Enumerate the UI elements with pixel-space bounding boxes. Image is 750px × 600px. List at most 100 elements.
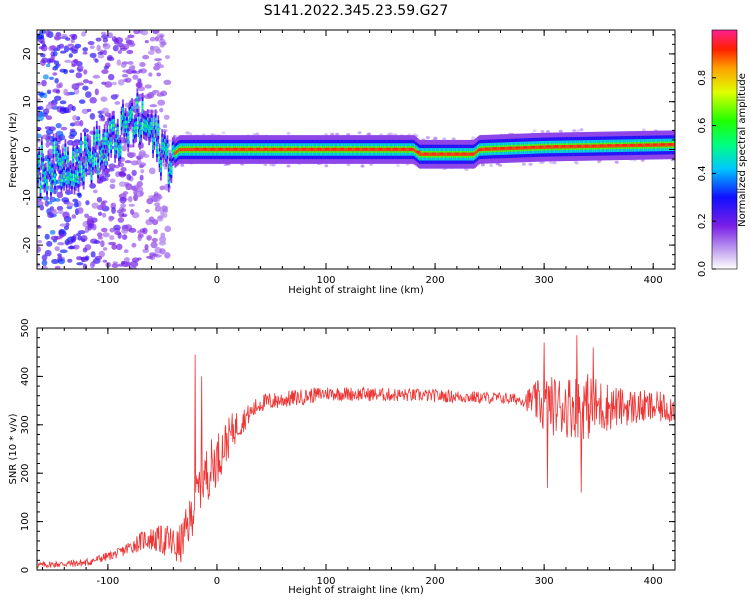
- ridge-mark: [627, 143, 630, 148]
- ridge-mark: [108, 125, 111, 130]
- ridge-mark: [78, 165, 81, 169]
- ridge-mark: [612, 144, 615, 148]
- ridge-mark: [450, 152, 453, 156]
- ridge-mark: [652, 143, 654, 147]
- noise-blob: [121, 234, 128, 240]
- ridge-core: [668, 143, 673, 146]
- noise-blob: [121, 144, 127, 152]
- ridge-core: [393, 147, 398, 150]
- ridge-core: [279, 147, 284, 150]
- ridge-mark: [461, 152, 463, 156]
- noise-blob: [45, 30, 51, 38]
- x-tick-label: 200: [426, 576, 445, 587]
- ridge-mark: [207, 147, 209, 152]
- ridge-mark: [642, 143, 645, 147]
- noise-blob: [57, 242, 65, 246]
- noise-blob: [127, 196, 133, 203]
- ridge-mark: [383, 147, 386, 152]
- ridge-mark: [111, 123, 114, 128]
- ridge-mark: [330, 147, 332, 152]
- noise-blob: [69, 130, 78, 137]
- noise-blob: [158, 241, 167, 246]
- haze-blob: [464, 168, 469, 172]
- noise-blob: [102, 259, 108, 263]
- noise-blob: [82, 47, 89, 52]
- ridge-mark: [137, 121, 140, 125]
- noise-blob: [164, 252, 171, 259]
- colorbar-label: Normalized spectral amplitude: [737, 73, 748, 227]
- ridge-mark: [132, 131, 135, 135]
- noise-blob: [118, 263, 124, 267]
- haze-blob: [451, 137, 456, 141]
- ridge-mark: [305, 147, 308, 152]
- ridge-mark: [123, 125, 126, 129]
- noise-blob: [39, 40, 46, 45]
- haze-blob: [167, 149, 172, 153]
- ridge-core: [615, 144, 620, 147]
- noise-blob: [57, 209, 64, 215]
- ridge-mark: [146, 121, 149, 126]
- noise-blob: [71, 33, 78, 41]
- noise-blob: [101, 81, 107, 85]
- noise-blob: [116, 59, 122, 66]
- ridge-mark: [358, 147, 361, 152]
- noise-blob: [82, 51, 88, 55]
- ridge-mark: [115, 142, 118, 146]
- ridge-mark: [505, 146, 508, 151]
- noise-blob: [44, 126, 52, 130]
- colorbar-tick-label: 0.8: [697, 70, 708, 86]
- noise-blob: [37, 114, 45, 122]
- haze-blob: [596, 160, 601, 164]
- ridge-mark: [417, 151, 420, 156]
- noise-blob: [154, 202, 161, 207]
- noise-blob: [42, 74, 49, 80]
- noise-blob: [71, 105, 76, 112]
- ridge-mark: [587, 144, 590, 148]
- ridge-mark: [81, 170, 84, 174]
- ridge-mark: [112, 123, 115, 127]
- colorbar-tick-label: 0.4: [697, 165, 708, 181]
- noise-blob: [42, 196, 50, 201]
- ridge-mark: [125, 125, 128, 129]
- ridge-mark: [140, 126, 143, 130]
- noise-blob: [121, 74, 129, 78]
- haze-blob: [579, 128, 584, 132]
- haze-blob: [489, 164, 494, 168]
- ridge-mark: [238, 147, 241, 152]
- noise-blob: [71, 83, 80, 90]
- ridge-mark: [171, 149, 174, 154]
- noise-blob: [72, 115, 78, 121]
- noise-blob: [130, 261, 139, 268]
- haze-blob: [641, 128, 646, 132]
- noise-blob: [102, 37, 109, 43]
- ridge-mark: [300, 147, 302, 152]
- ridge-mark: [453, 152, 455, 156]
- noise-blob: [154, 65, 159, 71]
- ridge-mark: [290, 147, 293, 152]
- noise-blob: [126, 151, 132, 158]
- noise-blob: [122, 191, 129, 195]
- ridge-mark: [69, 173, 72, 177]
- noise-blob: [103, 65, 110, 70]
- ridge-mark: [67, 159, 69, 163]
- ridge-mark: [44, 175, 47, 179]
- noise-blob: [117, 217, 125, 223]
- noise-blob: [152, 195, 161, 203]
- haze-blob: [163, 166, 168, 170]
- noise-blob: [65, 241, 73, 245]
- ridge-mark: [148, 129, 151, 133]
- ridge-mark: [521, 146, 524, 150]
- ridge-mark: [665, 143, 667, 147]
- ridge-core: [370, 147, 375, 150]
- ridge-core: [637, 143, 642, 146]
- noise-blob: [59, 100, 67, 105]
- haze-blob: [575, 129, 580, 133]
- noise-blob: [75, 232, 82, 237]
- ridge-core: [202, 147, 207, 150]
- noise-blob: [53, 60, 60, 66]
- ridge-mark: [458, 152, 461, 156]
- ridge-core: [485, 147, 490, 150]
- ridge-mark: [666, 143, 669, 147]
